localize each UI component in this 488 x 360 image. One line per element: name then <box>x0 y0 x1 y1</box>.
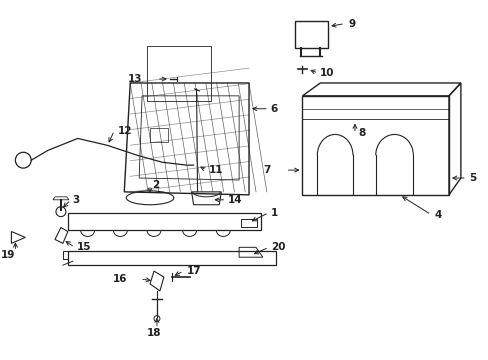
Text: 7: 7 <box>263 165 270 175</box>
Text: 12: 12 <box>117 126 132 135</box>
Text: 18: 18 <box>146 328 161 338</box>
Bar <box>147 46 211 101</box>
Bar <box>68 251 275 265</box>
Text: 17: 17 <box>186 266 201 276</box>
Bar <box>150 127 167 143</box>
Bar <box>68 213 261 230</box>
Text: 4: 4 <box>433 210 441 220</box>
Text: 8: 8 <box>357 129 365 139</box>
Text: 9: 9 <box>347 19 354 28</box>
Text: 6: 6 <box>270 104 278 114</box>
Bar <box>302 96 448 195</box>
Text: 13: 13 <box>127 74 142 84</box>
Text: 11: 11 <box>208 165 223 175</box>
Text: 14: 14 <box>228 195 243 205</box>
Text: 5: 5 <box>468 173 475 183</box>
Text: 10: 10 <box>320 68 334 78</box>
Text: 15: 15 <box>77 242 91 252</box>
Text: 19: 19 <box>1 250 16 260</box>
Bar <box>294 21 327 48</box>
Text: 1: 1 <box>270 208 278 218</box>
Text: 2: 2 <box>152 180 159 190</box>
Text: 3: 3 <box>73 195 80 205</box>
Text: 16: 16 <box>113 274 127 284</box>
Text: 20: 20 <box>270 242 285 252</box>
